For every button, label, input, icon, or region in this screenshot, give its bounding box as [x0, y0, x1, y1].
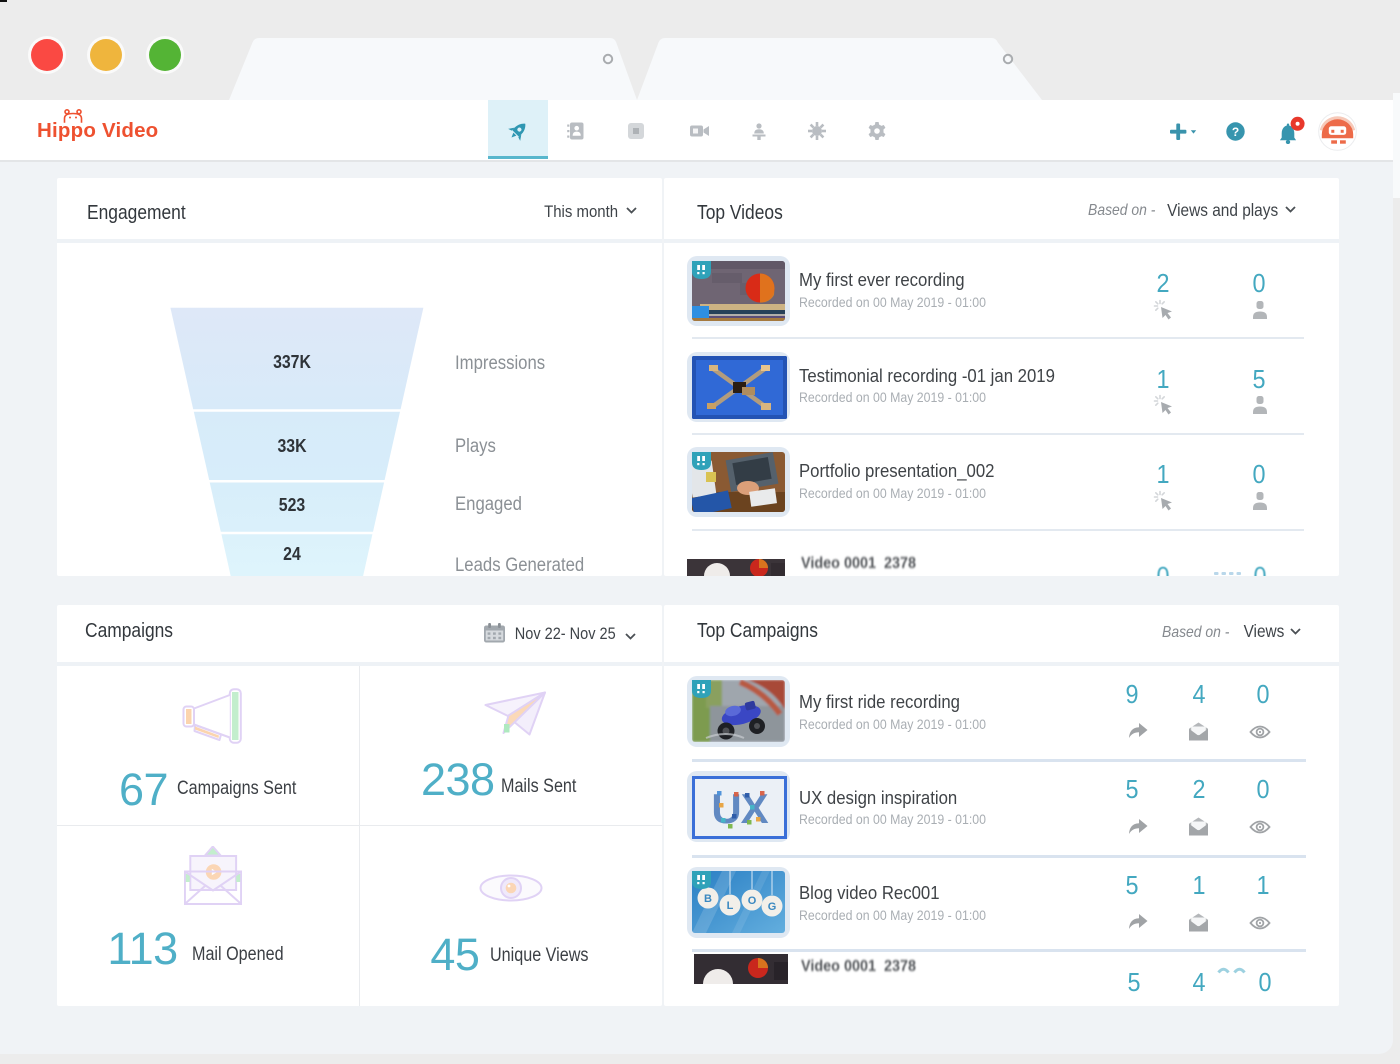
- svg-text:G: G: [768, 901, 777, 913]
- svg-text:L: L: [727, 900, 734, 912]
- svg-text:B: B: [704, 893, 712, 905]
- svg-text:?: ?: [1232, 125, 1239, 139]
- svg-text:O: O: [748, 895, 757, 907]
